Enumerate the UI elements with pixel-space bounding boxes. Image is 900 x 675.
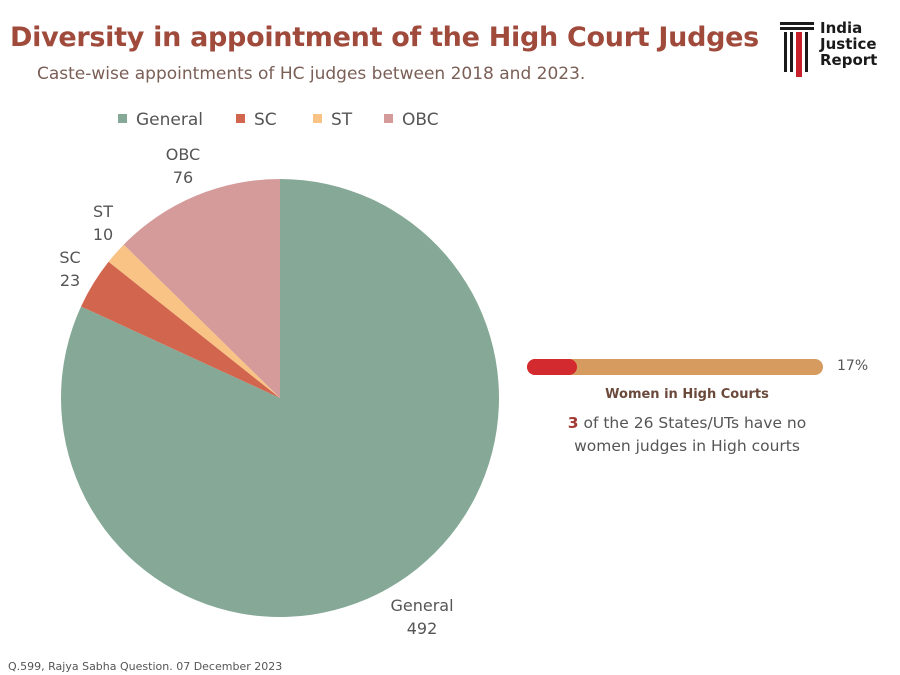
slice-label-sc: SC bbox=[59, 248, 80, 267]
slice-value-obc: 76 bbox=[173, 168, 193, 187]
legend-label-st: ST bbox=[331, 110, 353, 130]
source-note: Q.599, Rajya Sabha Question. 07 December… bbox=[8, 660, 283, 673]
women-percent-label: 17% bbox=[837, 358, 869, 374]
pie-slice-general bbox=[60, 179, 499, 617]
legend-swatch-st bbox=[313, 114, 322, 123]
pie-labels: General 492 SC 23 ST 10 OBC 76 bbox=[59, 145, 453, 638]
pie-slices bbox=[60, 179, 499, 617]
logo-text: India Justice Report bbox=[820, 20, 877, 68]
legend-label-general: General bbox=[136, 110, 203, 130]
legend-swatch-sc bbox=[236, 114, 245, 123]
logo-line: Justice bbox=[820, 35, 877, 53]
women-note-number: 3 bbox=[567, 414, 579, 432]
logo-line: Report bbox=[820, 51, 878, 69]
chart-title: Diversity in appointment of the High Cou… bbox=[10, 22, 759, 53]
legend-swatch-general bbox=[118, 114, 127, 123]
women-panel-title: Women in High Courts bbox=[605, 387, 769, 402]
slice-value-general: 492 bbox=[407, 619, 438, 638]
slice-label-obc: OBC bbox=[166, 145, 200, 164]
women-progress-track bbox=[527, 359, 823, 375]
legend-label-obc: OBC bbox=[402, 110, 439, 130]
women-panel-note: 3 of the 26 States/UTs have no women jud… bbox=[527, 412, 847, 458]
women-progress-fill bbox=[527, 359, 578, 375]
chart-subtitle: Caste-wise appointments of HC judges bet… bbox=[37, 64, 586, 84]
logo-line: India bbox=[820, 19, 863, 37]
pie-slice-sc bbox=[81, 261, 280, 398]
slice-value-st: 10 bbox=[93, 225, 113, 244]
pie-slice-obc bbox=[123, 179, 281, 398]
women-in-high-courts-panel: 17% Women in High Courts 3 of the 26 Sta… bbox=[520, 350, 880, 470]
slice-value-sc: 23 bbox=[60, 271, 80, 290]
women-note-text-line2: women judges in High courts bbox=[574, 437, 800, 455]
pillar-icon bbox=[780, 22, 814, 77]
legend-swatch-obc bbox=[384, 114, 393, 123]
pie-slice-st bbox=[108, 244, 280, 398]
slice-label-st: ST bbox=[93, 202, 113, 221]
women-note-text: of the 26 States/UTs have no bbox=[578, 414, 807, 432]
legend-label-sc: SC bbox=[254, 110, 277, 130]
slice-label-general: General bbox=[390, 596, 453, 615]
india-justice-report-logo: India Justice Report bbox=[778, 20, 893, 80]
chart-legend: General SC ST OBC bbox=[118, 110, 439, 130]
